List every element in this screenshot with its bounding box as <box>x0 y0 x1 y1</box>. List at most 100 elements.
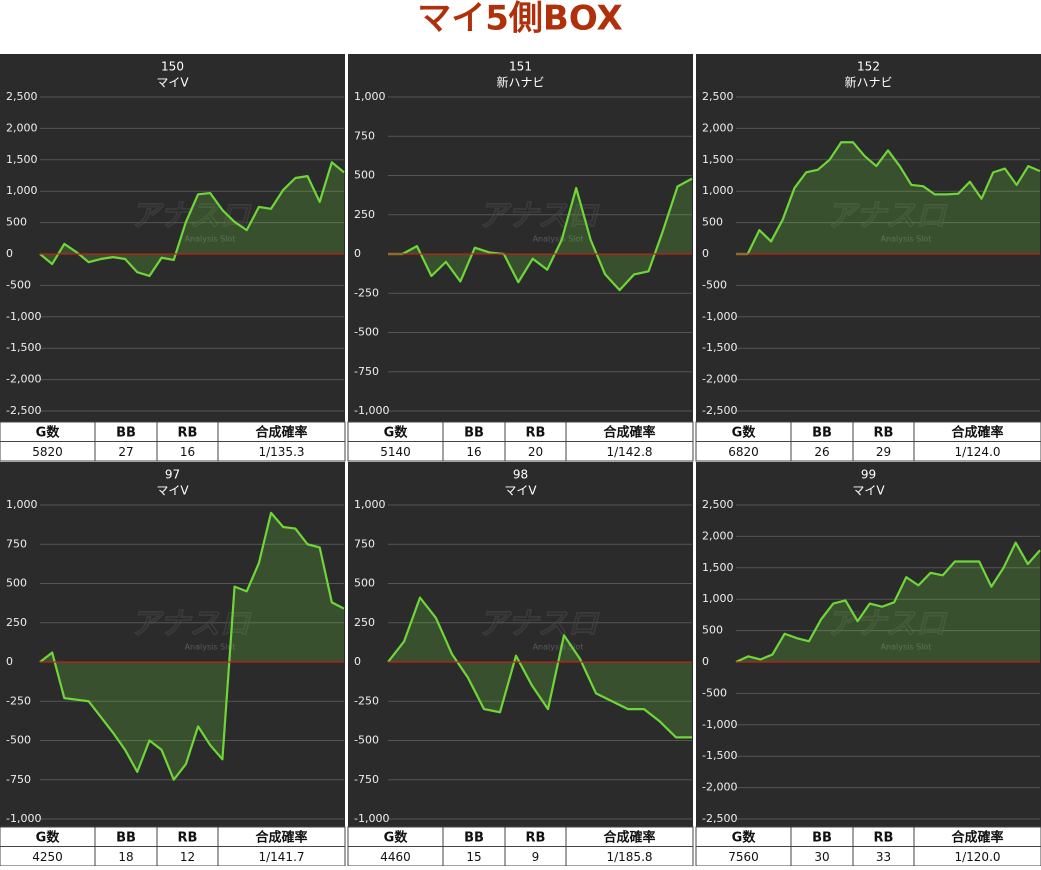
table-cell: 7560 <box>728 850 759 864</box>
watermark-sub: Analysis Slot <box>185 643 236 652</box>
table-cell: 15 <box>466 850 481 864</box>
table-cell: 4460 <box>380 850 411 864</box>
y-tick-label: 1,000 <box>702 592 734 605</box>
y-tick-label: 2,000 <box>6 121 38 134</box>
table-cell: 9 <box>532 850 540 864</box>
table-header: BB <box>464 425 484 440</box>
y-tick-label: 2,500 <box>702 498 734 511</box>
y-tick-label: -1,500 <box>702 341 737 354</box>
watermark: アナスロ <box>130 199 251 234</box>
chart-panel: 99 マイV -2,500 -2,000 -1,500 -1,000 -500 0 500 1,0… <box>695 462 1041 867</box>
table-cell: 1/185.8 <box>606 850 652 864</box>
table-cell: 4250 <box>32 850 63 864</box>
table-header: G数 <box>36 829 61 845</box>
y-tick-label: 1,500 <box>702 561 734 574</box>
panel-bg <box>0 54 345 422</box>
y-tick-label: -2,500 <box>702 404 737 417</box>
watermark-sub: Analysis Slot <box>881 643 932 652</box>
area-fill <box>736 542 1040 662</box>
watermark-sub: Analysis Slot <box>185 235 236 244</box>
y-tick-label: -1,000 <box>6 310 41 323</box>
y-tick-label: 1,000 <box>354 498 386 511</box>
y-tick-label: -500 <box>6 734 31 747</box>
panel-bg <box>696 54 1041 422</box>
table-header: 合成確率 <box>603 829 655 845</box>
table-cell: 26 <box>814 445 829 459</box>
chart-title: 151 <box>509 60 532 74</box>
y-tick-label: 750 <box>354 129 375 142</box>
table-header: RB <box>526 830 546 845</box>
y-tick-label: 250 <box>6 616 27 629</box>
watermark-sub: Analysis Slot <box>533 235 584 244</box>
table-row-bg <box>347 441 694 462</box>
table-cell: 1/142.8 <box>606 445 652 459</box>
table-cell: 1/135.3 <box>258 445 304 459</box>
y-tick-label: 1,500 <box>702 153 734 166</box>
y-tick-label: -500 <box>6 278 31 291</box>
y-tick-label: -1,000 <box>6 812 41 825</box>
chart-title: 150 <box>161 60 184 74</box>
y-tick-label: 1,000 <box>6 498 38 511</box>
y-tick-label: 500 <box>354 577 375 590</box>
table-cell: 6820 <box>728 445 759 459</box>
table-header: BB <box>464 830 484 845</box>
y-tick-label: -500 <box>702 278 727 291</box>
table-header: 合成確率 <box>951 424 1003 440</box>
y-tick-label: -250 <box>6 694 31 707</box>
table-cell: 20 <box>528 445 543 459</box>
y-tick-label: 500 <box>702 216 723 229</box>
table-cell: 33 <box>876 850 891 864</box>
y-tick-label: 1,000 <box>354 90 386 103</box>
area-fill <box>388 178 692 291</box>
chart-subtitle: マイV <box>156 76 189 90</box>
y-tick-label: 1,500 <box>6 153 38 166</box>
y-tick-label: -500 <box>354 326 379 339</box>
table-header: 合成確率 <box>603 424 655 440</box>
watermark: アナスロ <box>826 199 947 234</box>
line <box>388 177 693 292</box>
y-tick-label: -1,000 <box>702 718 737 731</box>
table-header: BB <box>812 425 832 440</box>
watermark: アナスロ <box>826 607 947 642</box>
table-header: G数 <box>384 829 409 845</box>
table-cell: 1/120.0 <box>954 850 1000 864</box>
chart-title: 152 <box>857 60 880 74</box>
page-title: マイ5側BOX <box>417 0 622 39</box>
chart-title: 98 <box>513 468 528 482</box>
y-tick-label: -500 <box>354 734 379 747</box>
table-header: G数 <box>732 424 757 440</box>
y-tick-label: -2,000 <box>6 373 41 386</box>
y-tick-label: -1,500 <box>702 749 737 762</box>
y-tick-label: -250 <box>354 694 379 707</box>
table-header: BB <box>116 425 136 440</box>
table-cell: 12 <box>180 850 195 864</box>
table-cell: 1/141.7 <box>258 850 304 864</box>
y-tick-label: 0 <box>354 655 361 668</box>
table-header: 合成確率 <box>255 424 307 440</box>
y-tick-label: 2,500 <box>702 90 734 103</box>
panel-bg <box>348 54 693 422</box>
table-header: RB <box>874 830 894 845</box>
table-cell: 30 <box>814 850 829 864</box>
y-tick-label: -750 <box>6 773 31 786</box>
y-tick-label: 0 <box>702 655 709 668</box>
table-row-bg <box>0 441 346 462</box>
chart-subtitle: 新ハナビ <box>844 75 892 90</box>
chart-panel: 150 マイV -2,500 -2,000 -1,500 -1,000 -500 0 500 1,… <box>0 54 346 462</box>
table-header: RB <box>178 830 198 845</box>
table-cell: 18 <box>118 850 133 864</box>
line <box>736 141 1041 256</box>
y-tick-label: 2,500 <box>6 90 38 103</box>
y-tick-label: -1,000 <box>354 812 389 825</box>
table-row-bg <box>695 441 1041 462</box>
chart-subtitle: 新ハナビ <box>496 75 544 90</box>
y-tick-label: 0 <box>702 247 709 260</box>
table-header: G数 <box>384 424 409 440</box>
y-tick-label: -750 <box>354 365 379 378</box>
area-fill <box>40 512 344 780</box>
line <box>387 596 692 739</box>
y-tick-label: -2,500 <box>6 404 41 417</box>
table-header: BB <box>116 830 136 845</box>
y-tick-label: -500 <box>702 686 727 699</box>
